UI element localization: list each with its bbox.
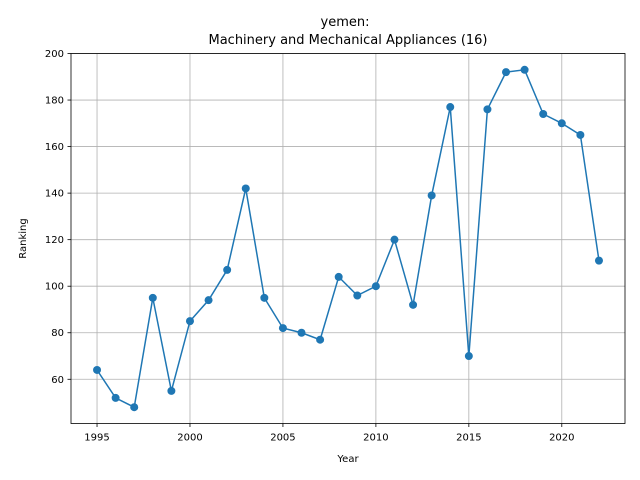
data-point-1995 xyxy=(93,365,102,374)
y-tick-label: 180 xyxy=(45,96,64,107)
y-tick-label: 200 xyxy=(45,49,64,60)
data-point-2008 xyxy=(334,272,343,281)
data-point-2009 xyxy=(353,291,362,300)
data-point-2019 xyxy=(539,110,548,118)
data-point-2011 xyxy=(390,235,399,244)
data-point-2021 xyxy=(576,130,585,139)
x-tick-label: 1995 xyxy=(84,433,109,444)
x-axis-label: Year xyxy=(336,454,359,465)
data-point-1998 xyxy=(148,293,157,302)
data-point-2000 xyxy=(185,317,194,326)
y-tick-label: 100 xyxy=(45,282,64,293)
y-tick-label: 120 xyxy=(45,235,64,246)
data-point-2007 xyxy=(316,335,325,344)
data-point-2010 xyxy=(371,282,380,291)
axis-ticks: 1995 2000 2005 2010 2015 2020 60 80 100 120 140 160… xyxy=(45,49,575,444)
x-tick-label: 2010 xyxy=(363,433,388,444)
data-point-2013 xyxy=(427,191,436,200)
data-point-2003 xyxy=(241,184,250,193)
x-tick-label: 2015 xyxy=(456,433,481,444)
x-tick-label: 2005 xyxy=(270,433,295,444)
y-tick-label: 80 xyxy=(51,328,64,339)
data-point-2002 xyxy=(223,265,232,274)
data-point-2004 xyxy=(260,293,269,302)
data-point-2005 xyxy=(278,324,287,333)
data-point-2015 xyxy=(464,352,473,361)
data-point-2017 xyxy=(502,68,511,77)
y-tick-label: 160 xyxy=(45,142,64,153)
data-point-2006 xyxy=(297,328,306,337)
data-point-2001 xyxy=(204,296,213,305)
y-axis-label: Ranking xyxy=(18,218,29,258)
data-point-2020 xyxy=(557,119,566,128)
data-point-1996 xyxy=(111,393,120,402)
data-point-1999 xyxy=(167,386,176,395)
x-tick-label: 2020 xyxy=(549,433,574,444)
data-series xyxy=(93,65,603,412)
data-point-2018 xyxy=(520,65,529,74)
y-tick-label: 140 xyxy=(45,189,64,200)
y-tick-label: 60 xyxy=(51,375,64,386)
data-point-2016 xyxy=(483,105,492,114)
x-tick-label: 2000 xyxy=(177,433,202,444)
data-point-2022 xyxy=(594,256,603,265)
data-point-2014 xyxy=(446,103,455,112)
plot-frame xyxy=(70,53,626,424)
data-point-2012 xyxy=(409,300,418,309)
series-line xyxy=(96,68,600,409)
data-point-1997 xyxy=(130,403,139,412)
chart-title-line1: yemen: xyxy=(321,15,370,30)
chart-title-line2: Machinery and Mechanical Appliances (16) xyxy=(208,33,487,48)
